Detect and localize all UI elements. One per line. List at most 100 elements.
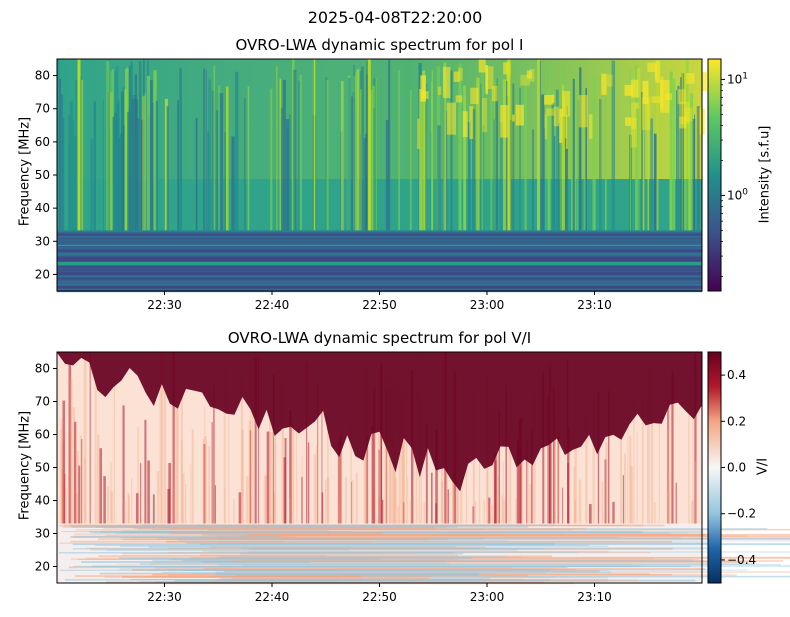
spectrum-stripe bbox=[270, 88, 273, 232]
spectrum-stripe bbox=[151, 102, 155, 232]
polarization-stripe bbox=[125, 501, 127, 524]
spectrum-stripe bbox=[57, 59, 60, 232]
spectrum-stripe bbox=[243, 98, 246, 232]
burst-line bbox=[77, 59, 81, 232]
spectrum-stripe bbox=[605, 96, 607, 232]
polarization-stripe bbox=[501, 495, 504, 524]
spectrum-stripe bbox=[688, 95, 691, 232]
low-band-stripe bbox=[121, 530, 330, 533]
low-band-stripe bbox=[92, 565, 691, 568]
polarization-stripe bbox=[316, 445, 317, 524]
low-band-stripe bbox=[81, 561, 311, 564]
spectrum-stripe bbox=[388, 59, 391, 232]
spectrum-stripe bbox=[112, 116, 116, 232]
spectrum-stripe bbox=[372, 85, 375, 232]
spectrum-stripe bbox=[153, 70, 157, 232]
spectrum-patch bbox=[562, 90, 571, 117]
low-band-stripe bbox=[170, 527, 586, 530]
polarization-stripe bbox=[627, 398, 629, 524]
polarization-stripe bbox=[388, 418, 390, 524]
spectrum-stripe bbox=[551, 102, 555, 232]
polarization-stripe bbox=[140, 463, 142, 524]
polarization-stripe bbox=[167, 488, 171, 524]
polarization-stripe bbox=[69, 377, 73, 524]
low-band-stripe bbox=[57, 262, 702, 266]
spectrum-stripe bbox=[549, 63, 551, 232]
low-band-stripe bbox=[57, 283, 702, 286]
spectrum-patch bbox=[677, 89, 686, 105]
polarization-stripe bbox=[694, 461, 697, 524]
ytick-label: 50 bbox=[35, 168, 50, 182]
polarization-stripe bbox=[667, 401, 669, 524]
polarization-stripe bbox=[578, 479, 582, 524]
spectrum-stripe bbox=[647, 85, 649, 232]
spectrum-patch bbox=[520, 74, 530, 86]
polarization-stripe bbox=[688, 379, 690, 524]
polarization-stripe bbox=[135, 493, 139, 524]
spectrum-stripe bbox=[106, 61, 110, 232]
low-band-stripe bbox=[122, 552, 416, 555]
colorbar2 bbox=[707, 351, 722, 584]
low-band-stripe bbox=[154, 567, 513, 569]
spectrum-stripe bbox=[693, 114, 696, 232]
polarization-stripe bbox=[622, 475, 624, 524]
low-band-stripe bbox=[115, 532, 671, 535]
colorbar2-tick-label: 0.4 bbox=[727, 368, 746, 382]
polarization-stripe bbox=[456, 483, 459, 524]
spectrum-stripe bbox=[110, 71, 112, 232]
spectrum-stripe bbox=[143, 59, 145, 232]
xtick-label: 22:30 bbox=[147, 298, 182, 312]
polarization-stripe bbox=[283, 457, 286, 524]
panel2-title: OVRO-LWA dynamic spectrum for pol V/I bbox=[227, 329, 532, 347]
low-band-stripe bbox=[57, 246, 702, 250]
polarization-stripe bbox=[289, 410, 292, 524]
polarization-stripe bbox=[161, 353, 164, 524]
spectrum-stripe bbox=[480, 83, 482, 232]
polarization-stripe bbox=[612, 501, 615, 524]
spectrum-stripe bbox=[559, 67, 564, 232]
polarization-stripe bbox=[619, 378, 622, 524]
spectrum-stripe bbox=[564, 138, 568, 232]
polarization-stripe bbox=[84, 457, 86, 524]
polarization-stripe bbox=[214, 485, 216, 524]
polarization-stripe bbox=[371, 425, 374, 524]
spectrum-stripe bbox=[592, 75, 596, 232]
polarization-stripe bbox=[324, 479, 327, 524]
spectrum-stripe bbox=[142, 96, 145, 232]
polarization-stripe bbox=[397, 506, 400, 524]
spectrum-stripe bbox=[476, 77, 480, 232]
polarization-stripe bbox=[61, 469, 64, 524]
polarization-stripe bbox=[491, 504, 494, 524]
polarization-stripe bbox=[494, 460, 497, 524]
polarization-stripe bbox=[402, 502, 405, 524]
low-band-stripe bbox=[154, 581, 480, 583]
ytick-label: 20 bbox=[35, 267, 50, 281]
spectrum-stripe bbox=[572, 78, 575, 232]
low-band-stripe bbox=[232, 577, 429, 580]
low-band-stripe bbox=[218, 538, 790, 540]
colorbar2-tick-label: 0.2 bbox=[727, 414, 746, 428]
polarization-stripe bbox=[269, 402, 271, 524]
polarization-stripe bbox=[518, 418, 521, 524]
spectrum-patch bbox=[544, 94, 554, 105]
spectrum-patch bbox=[512, 114, 515, 122]
spectrum-patch bbox=[417, 118, 420, 149]
low-band-stripe bbox=[185, 524, 624, 527]
polarization-stripe bbox=[409, 501, 412, 524]
spectrum-stripe bbox=[656, 59, 659, 232]
polarization-stripe bbox=[159, 354, 163, 524]
polarization-stripe bbox=[275, 432, 277, 524]
polarization-stripe bbox=[402, 435, 406, 524]
spectrum-stripe bbox=[155, 100, 159, 232]
polarization-stripe bbox=[272, 374, 275, 524]
low-band-stripe bbox=[209, 546, 486, 548]
spectrum-stripe bbox=[675, 90, 678, 232]
low-band-stripe bbox=[141, 524, 556, 526]
polarization-stripe bbox=[557, 382, 560, 524]
polarization-stripe bbox=[103, 476, 106, 524]
polarization-stripe bbox=[181, 395, 183, 524]
spectrum-stripe bbox=[576, 76, 579, 232]
spectrum-stripe bbox=[557, 123, 560, 232]
low-band-stripe bbox=[217, 542, 555, 544]
spectrum-stripe bbox=[419, 89, 423, 232]
